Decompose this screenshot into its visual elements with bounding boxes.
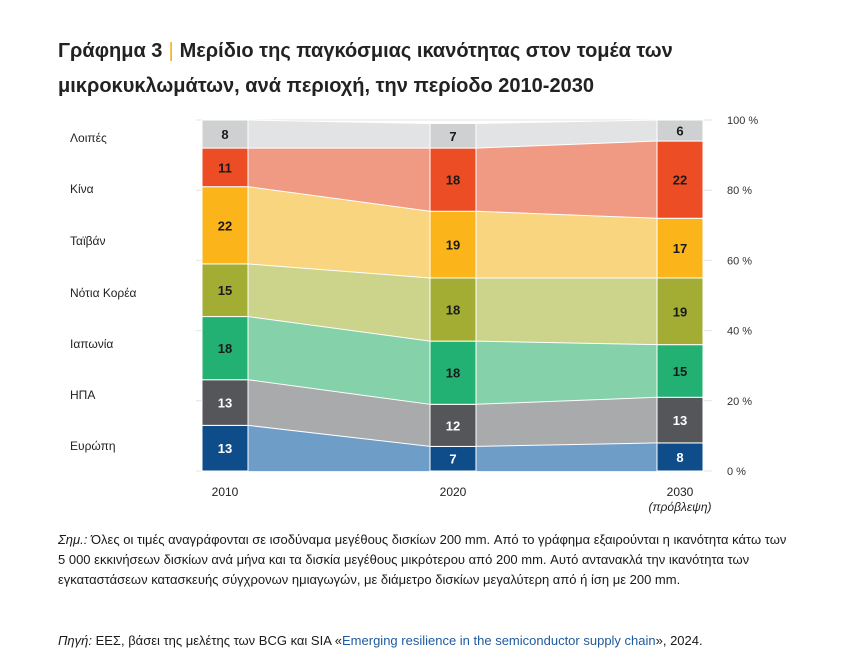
band-separator: [475, 442, 658, 447]
legend-item: ΗΠΑ: [70, 388, 95, 402]
bar-segment: [656, 442, 704, 472]
x-tick-label: 2020: [440, 485, 467, 499]
y-tick-label: 0 %: [727, 466, 746, 478]
band-separator: [475, 340, 658, 346]
bar-segment: [429, 445, 477, 472]
data-label: 12: [446, 418, 460, 433]
x-tick-label: 2030: [667, 485, 694, 499]
band-Νότια Κορέα: [248, 263, 430, 342]
band-separator: [247, 424, 431, 447]
y-tick-label: 100 %: [727, 115, 758, 127]
legend-item: Ταϊβάν: [70, 234, 105, 248]
legend-item: Ιαπωνία: [70, 337, 113, 351]
band-Ιαπωνία: [248, 316, 430, 405]
band-Ταϊβάν: [248, 186, 430, 278]
data-label: 15: [673, 364, 687, 379]
title-separator: |: [168, 40, 174, 62]
band-ΗΠΑ: [248, 379, 430, 447]
bar-segment: [201, 379, 249, 426]
bar-segment: [201, 147, 249, 188]
data-label: 18: [446, 173, 460, 188]
stacked-share-chart: 0 % 20 % 40 % 60 % 80 % 100 % 13 7 8 13 12 13 18 18 15…: [70, 115, 758, 514]
bar-segment: [429, 147, 477, 212]
data-label: 22: [218, 218, 232, 233]
chart-title-label: Γράφημα 3: [58, 40, 163, 62]
chart-source: Πηγή: ΕΕΣ, βάσει της μελέτης των BCG και…: [58, 631, 818, 651]
band-separator: [247, 263, 431, 279]
data-label: 11: [218, 160, 232, 175]
source-label: Πηγή:: [58, 633, 92, 648]
bar-segment: [429, 277, 477, 342]
band-ΗΠΑ: [476, 397, 657, 447]
y-tick-label: 20 %: [727, 396, 752, 408]
band-separator: [475, 140, 658, 149]
data-label: 15: [218, 283, 232, 298]
x-tick-sublabel: (πρόβλεψη): [648, 500, 711, 514]
data-label: 18: [218, 341, 232, 356]
bar-segment: [201, 316, 249, 381]
band-Νότια Κορέα: [476, 277, 657, 345]
data-label: 6: [676, 124, 683, 139]
y-tick-label: 80 %: [727, 185, 752, 197]
source-suffix: », 2024.: [655, 633, 703, 648]
legend-item: Νότια Κορέα: [70, 286, 137, 300]
bar-segment: [429, 210, 477, 279]
data-label: 18: [446, 303, 460, 318]
note-label: Σημ.:: [58, 532, 88, 547]
band-separator: [247, 379, 431, 405]
legend-item: Ευρώπη: [70, 439, 116, 453]
source-link[interactable]: Emerging resilience in the semiconductor…: [342, 633, 656, 648]
data-label: 13: [673, 413, 687, 428]
note-text: Όλες οι τιμές αναγράφονται σε ισοδύναμα …: [58, 532, 787, 587]
bar-segment: [656, 119, 704, 142]
legend-item: Κίνα: [70, 182, 94, 196]
data-label: 13: [218, 396, 232, 411]
bar-segment: [201, 119, 249, 149]
data-label: 18: [446, 366, 460, 381]
band-Λοιπές: [248, 120, 430, 149]
data-label: 19: [673, 304, 687, 319]
band-separator: [247, 186, 431, 212]
y-tick-label: 60 %: [727, 255, 752, 267]
band-separator: [475, 210, 658, 219]
data-label: 17: [673, 241, 687, 256]
bar-segment: [201, 424, 249, 472]
bar-segment: [656, 396, 704, 444]
data-label: 19: [446, 238, 460, 253]
data-label: 8: [676, 450, 683, 465]
band-Ευρώπη: [476, 442, 657, 471]
band-Λοιπές: [476, 120, 657, 149]
bar-segment: [429, 403, 477, 447]
data-label: 8: [221, 127, 228, 142]
band-separator: [247, 316, 431, 342]
data-label: 7: [449, 452, 456, 467]
band-Ταϊβάν: [476, 211, 657, 278]
band-separator: [475, 119, 658, 125]
band-separator: [247, 119, 431, 125]
data-label: 13: [218, 441, 232, 456]
bar-segment: [429, 123, 477, 149]
data-label: 7: [449, 129, 456, 144]
data-label: 22: [673, 173, 687, 188]
chart-note: Σημ.: Όλες οι τιμές αναγράφονται σε ισοδ…: [58, 530, 788, 590]
band-separator: [475, 396, 658, 405]
band-Κίνα: [248, 148, 430, 212]
band-Ιαπωνία: [476, 341, 657, 405]
legend-item: Λοιπές: [70, 131, 107, 145]
chart-title-text: Μερίδιο της παγκόσμιας ικανότητας στον τ…: [58, 40, 673, 97]
band-Ευρώπη: [248, 425, 430, 471]
source-prefix: ΕΕΣ, βάσει της μελέτης των BCG και SIA «: [95, 633, 343, 648]
band-Κίνα: [476, 141, 657, 219]
y-tick-label: 40 %: [727, 326, 752, 338]
x-tick-label: 2010: [212, 485, 239, 499]
bar-segment: [201, 263, 249, 318]
chart-title: Γράφημα 3 | Μερίδιο της παγκόσμιας ικανότη…: [58, 34, 778, 104]
